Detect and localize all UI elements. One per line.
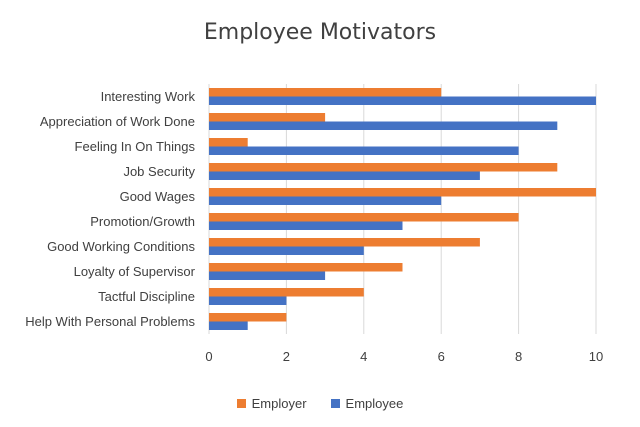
legend-label-employer: Employer <box>251 396 307 411</box>
x-tick-label-4: 4 <box>360 349 367 364</box>
category-label-5: Promotion/Growth <box>90 214 195 229</box>
bar-employer-4 <box>209 188 596 197</box>
legend-swatch-employee <box>330 399 340 408</box>
bar-employee-9 <box>209 321 248 330</box>
bar-employee-7 <box>209 271 326 280</box>
bar-employer-3 <box>209 163 558 172</box>
bar-employer-7 <box>209 263 403 272</box>
category-label-1: Appreciation of Work Done <box>40 114 195 129</box>
bar-employer-9 <box>209 313 287 322</box>
bar-employee-5 <box>209 221 403 230</box>
bar-employer-0 <box>209 88 442 97</box>
bar-employer-8 <box>209 288 364 297</box>
bar-employer-1 <box>209 113 326 122</box>
legend-label-employee: Employee <box>345 396 404 411</box>
legend-item-employee: Employee <box>330 396 404 411</box>
bar-employer-6 <box>209 238 480 247</box>
bar-employee-8 <box>209 296 287 305</box>
bar-employer-5 <box>209 213 519 222</box>
x-tick-label-0: 0 <box>205 349 212 364</box>
x-tick-label-2: 2 <box>283 349 290 364</box>
chart-title: Employee Motivators <box>203 20 437 45</box>
category-label-3: Job Security <box>123 164 195 179</box>
x-tick-label-8: 8 <box>515 349 522 364</box>
category-label-7: Loyalty of Supervisor <box>74 264 196 279</box>
category-label-0: Interesting Work <box>101 89 196 104</box>
bar-employee-6 <box>209 246 364 255</box>
legend-swatch-employer <box>236 399 246 408</box>
bar-employee-0 <box>209 96 596 105</box>
category-label-2: Feeling In On Things <box>75 139 196 154</box>
category-label-4: Good Wages <box>120 189 196 204</box>
bar-employee-3 <box>209 171 480 180</box>
chart-legend: Employer Employee <box>0 396 640 411</box>
bar-employee-1 <box>209 121 558 130</box>
legend-item-employer: Employer <box>236 396 307 411</box>
x-tick-label-6: 6 <box>438 349 445 364</box>
bar-employer-2 <box>209 138 248 147</box>
category-label-6: Good Working Conditions <box>47 239 195 254</box>
x-tick-label-10: 10 <box>589 349 603 364</box>
bar-employee-4 <box>209 196 442 205</box>
bar-employee-2 <box>209 146 519 155</box>
category-label-8: Tactful Discipline <box>98 289 195 304</box>
category-label-9: Help With Personal Problems <box>25 314 195 329</box>
